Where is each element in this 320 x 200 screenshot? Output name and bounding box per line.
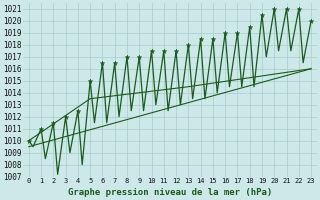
X-axis label: Graphe pression niveau de la mer (hPa): Graphe pression niveau de la mer (hPa) xyxy=(68,188,272,197)
